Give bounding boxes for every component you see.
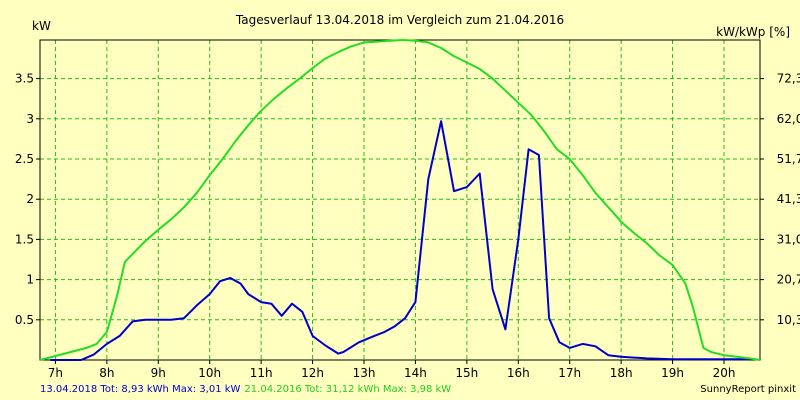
x-tick-label: 11h [250, 366, 273, 380]
x-tick-label: 7h [48, 366, 63, 380]
x-tick-label: 16h [507, 366, 530, 380]
y-tick-label-right: 41,3 [777, 192, 800, 206]
y-axis-left-label: kW [32, 19, 51, 33]
x-tick-label: 14h [404, 366, 427, 380]
axis-ticks: 7h 8h 9h 10h 11h 12h 13h 14h 15h 16h 17h 18h 19h 20h 0… [15, 72, 800, 380]
y-axis-right-label: kW/kWp [%] [716, 25, 790, 39]
y-tick-label-left: 2 [26, 192, 34, 206]
y-tick-label-left: 1 [26, 273, 34, 287]
x-tick-label: 15h [455, 366, 478, 380]
x-tick-label: 8h [99, 366, 114, 380]
x-tick-label: 13h [353, 366, 376, 380]
y-tick-label-left: 3 [26, 112, 34, 126]
footer-series2-text: 21.04.2016 Tot: 31,12 kWh Max: 3,98 kW [244, 384, 451, 395]
y-tick-label-left: 3.5 [15, 72, 34, 86]
x-tick-label: 9h [151, 366, 166, 380]
chart-title: Tagesverlauf 13.04.2018 im Vergleich zum… [235, 13, 564, 27]
y-tick-label-right: 62,0 [777, 112, 800, 126]
x-tick-label: 12h [301, 366, 324, 380]
y-tick-label-left: 2.5 [15, 152, 34, 166]
y-tick-label-right: 31,0 [777, 232, 800, 246]
series-line-2 [39, 39, 761, 361]
footer-series1-text: 13.04.2018 Tot: 8,93 kWh Max: 3,01 kW [40, 384, 241, 395]
x-tick-label: 20h [713, 366, 736, 380]
x-tick-label: 17h [558, 366, 581, 380]
credit-text: SunnyReport pinxit [700, 384, 796, 395]
series-group [39, 39, 761, 361]
y-tick-label-right: 20,7 [777, 273, 800, 287]
series-line-1 [50, 120, 750, 361]
footer-stats: 13.04.2018 Tot: 8,93 kWh Max: 3,01 kW 21.… [40, 384, 451, 395]
x-tick-label: 18h [610, 366, 633, 380]
y-tick-label-right: 51,7 [777, 152, 800, 166]
x-tick-label: 10h [198, 366, 221, 380]
y-tick-label-right: 10,3 [777, 313, 800, 327]
y-tick-label-right: 72,3 [777, 72, 800, 86]
x-tick-label: 19h [661, 366, 684, 380]
y-tick-label-left: 0.5 [15, 313, 34, 327]
y-tick-label-left: 1.5 [15, 232, 34, 246]
grid [40, 40, 760, 360]
